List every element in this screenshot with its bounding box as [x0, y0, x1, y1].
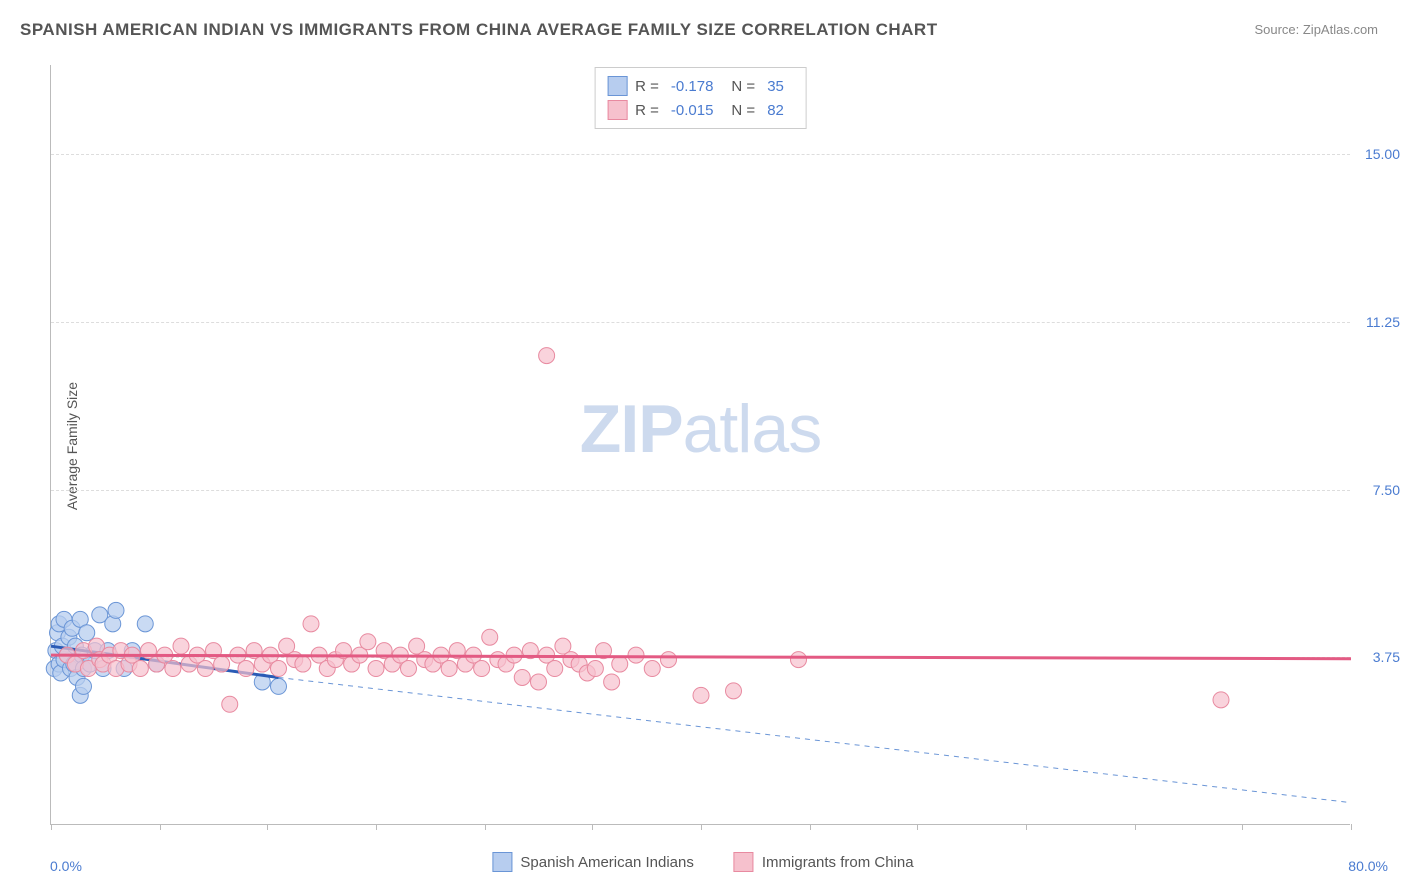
chart-title: SPANISH AMERICAN INDIAN VS IMMIGRANTS FR…: [20, 20, 938, 40]
x-tick: [1351, 824, 1352, 830]
x-tick: [160, 824, 161, 830]
legend-n-value: 35: [767, 78, 784, 95]
data-point: [303, 616, 319, 632]
data-point: [628, 647, 644, 663]
correlation-legend: R = -0.178 N = 35 R = -0.015 N = 82: [594, 67, 807, 129]
data-point: [137, 616, 153, 632]
trend-line: [51, 655, 1351, 659]
x-tick: [1135, 824, 1136, 830]
data-point: [1213, 692, 1229, 708]
data-point: [693, 687, 709, 703]
y-tick-label: 15.00: [1355, 146, 1400, 162]
legend-n-label: N =: [731, 78, 755, 95]
x-tick: [51, 824, 52, 830]
trend-line-extension: [279, 677, 1352, 802]
data-point: [76, 678, 92, 694]
data-point: [401, 661, 417, 677]
data-point: [604, 674, 620, 690]
legend-swatch: [607, 100, 627, 120]
y-tick-label: 7.50: [1355, 482, 1400, 498]
legend-r-label: R =: [635, 102, 659, 119]
data-point: [295, 656, 311, 672]
data-point: [173, 638, 189, 654]
data-point: [539, 348, 555, 364]
x-tick: [917, 824, 918, 830]
y-tick-label: 11.25: [1355, 314, 1400, 330]
series-legend: Spanish American Indians Immigrants from …: [492, 852, 913, 872]
data-point: [360, 634, 376, 650]
data-point: [644, 661, 660, 677]
data-point: [271, 678, 287, 694]
x-tick: [810, 824, 811, 830]
data-point: [132, 661, 148, 677]
legend-swatch: [734, 852, 754, 872]
data-point: [368, 661, 384, 677]
data-point: [726, 683, 742, 699]
x-tick: [701, 824, 702, 830]
x-tick: [485, 824, 486, 830]
x-max-label: 80.0%: [1348, 858, 1388, 874]
data-point: [531, 674, 547, 690]
legend-r-value: -0.178: [671, 78, 714, 95]
x-tick: [1026, 824, 1027, 830]
data-point: [612, 656, 628, 672]
data-point: [165, 661, 181, 677]
data-point: [214, 656, 230, 672]
data-point: [474, 661, 490, 677]
x-tick: [1242, 824, 1243, 830]
legend-row: R = -0.015 N = 82: [607, 98, 794, 122]
legend-r-label: R =: [635, 78, 659, 95]
data-point: [197, 661, 213, 677]
legend-n-value: 82: [767, 102, 784, 119]
legend-swatch: [492, 852, 512, 872]
legend-row: R = -0.178 N = 35: [607, 74, 794, 98]
y-tick-label: 3.75: [1355, 649, 1400, 665]
legend-swatch: [607, 76, 627, 96]
x-tick: [267, 824, 268, 830]
legend-r-value: -0.015: [671, 102, 714, 119]
data-point: [271, 661, 287, 677]
data-point: [661, 652, 677, 668]
chart-svg: [51, 65, 1350, 824]
x-min-label: 0.0%: [50, 858, 82, 874]
data-point: [222, 696, 238, 712]
data-point: [482, 629, 498, 645]
legend-n-label: N =: [731, 102, 755, 119]
series-legend-item: Immigrants from China: [734, 852, 914, 872]
x-tick: [376, 824, 377, 830]
data-point: [587, 661, 603, 677]
series-legend-item: Spanish American Indians: [492, 852, 693, 872]
data-point: [441, 661, 457, 677]
x-tick: [592, 824, 593, 830]
data-point: [108, 602, 124, 618]
series-name: Spanish American Indians: [520, 854, 693, 871]
data-point: [791, 652, 807, 668]
series-name: Immigrants from China: [762, 854, 914, 871]
data-point: [79, 625, 95, 641]
data-point: [547, 661, 563, 677]
source-label: Source: ZipAtlas.com: [1254, 22, 1378, 37]
data-point: [238, 661, 254, 677]
plot-area: 3.757.5011.2515.00 ZIPatlas R = -0.178N …: [50, 65, 1350, 825]
data-point: [514, 669, 530, 685]
